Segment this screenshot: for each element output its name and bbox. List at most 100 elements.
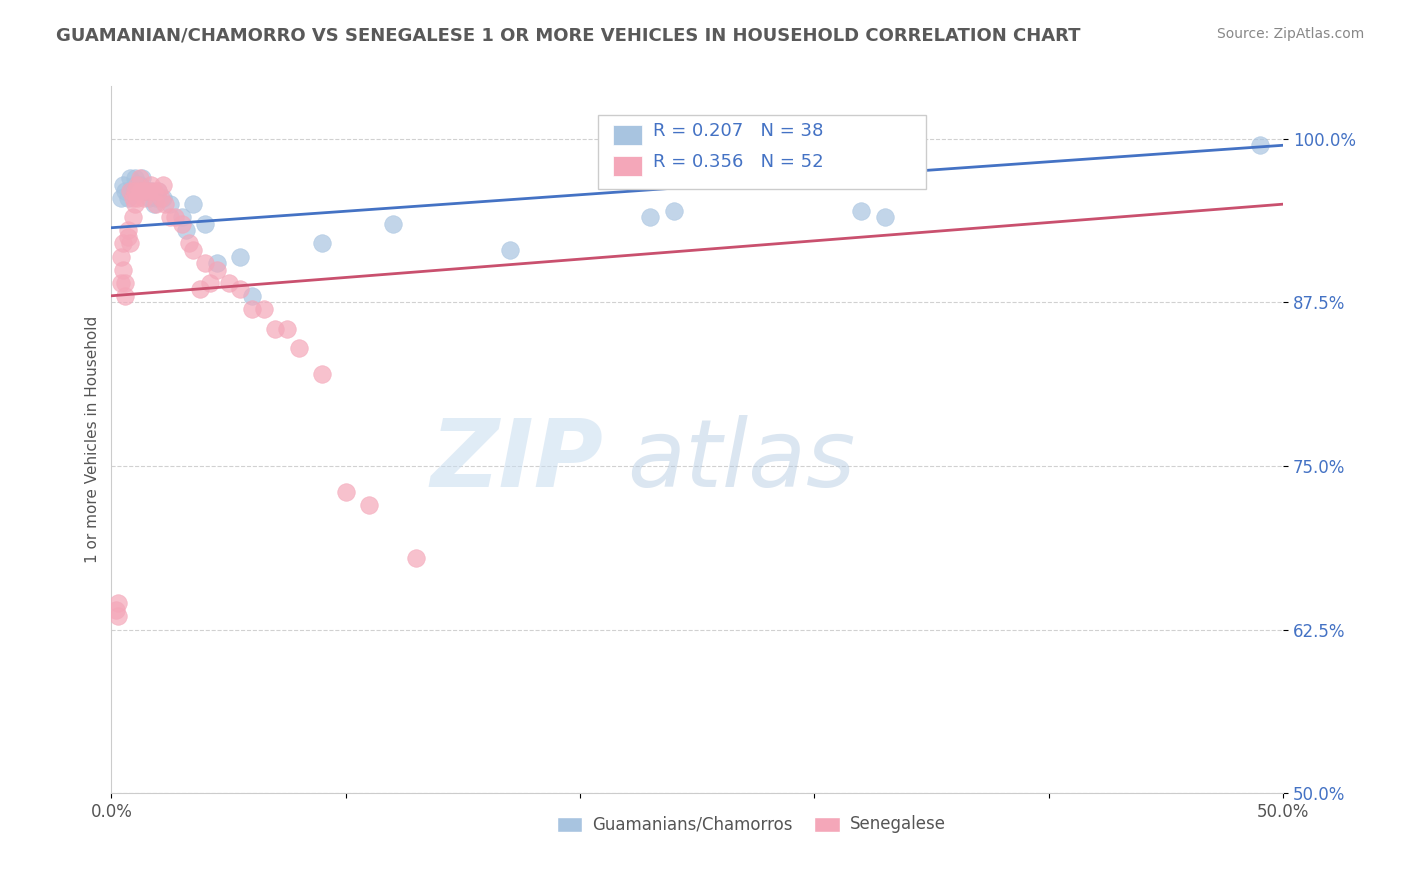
Point (145, 197, 167, 211)
Point (128, 178, 150, 192)
Point (120, 236, 142, 251)
Point (264, 321, 287, 335)
Point (177, 236, 200, 251)
Text: Senegalese: Senegalese (849, 815, 946, 833)
Point (128, 171, 150, 186)
Point (120, 184, 142, 198)
Point (198, 276, 221, 290)
Point (114, 289, 136, 303)
Point (121, 184, 143, 198)
Point (170, 217, 193, 231)
Point (152, 178, 174, 192)
FancyBboxPatch shape (814, 816, 841, 832)
Point (176, 223, 198, 237)
Point (127, 184, 149, 198)
Point (159, 197, 181, 211)
Point (117, 191, 139, 205)
Y-axis label: 1 or more Vehicles in Household: 1 or more Vehicles in Household (86, 316, 100, 564)
Point (149, 191, 172, 205)
Text: Source: ZipAtlas.com: Source: ZipAtlas.com (1216, 27, 1364, 41)
Text: Guamanians/Chamorros: Guamanians/Chamorros (592, 815, 793, 833)
Point (163, 211, 186, 225)
Point (499, 243, 522, 257)
Point (128, 184, 150, 198)
Point (117, 223, 139, 237)
Point (218, 276, 240, 290)
Point (135, 184, 157, 198)
Point (124, 197, 146, 211)
Point (110, 191, 132, 205)
Point (121, 191, 143, 205)
Point (105, 603, 128, 617)
Point (114, 276, 136, 290)
Point (107, 596, 129, 610)
Point (128, 184, 150, 198)
Point (121, 211, 143, 225)
Point (127, 178, 149, 192)
Point (110, 276, 132, 290)
FancyBboxPatch shape (557, 816, 582, 832)
Point (359, 498, 381, 512)
Point (112, 178, 135, 192)
Point (134, 191, 156, 205)
Point (131, 171, 153, 186)
Point (205, 262, 228, 277)
Text: atlas: atlas (627, 416, 855, 507)
Point (141, 184, 163, 198)
Point (120, 184, 142, 198)
Point (112, 262, 135, 277)
Point (110, 250, 132, 264)
Point (405, 550, 427, 565)
Point (240, 289, 263, 303)
Point (124, 178, 146, 192)
Point (253, 301, 276, 316)
Point (135, 184, 157, 198)
Text: R = 0.356   N = 52: R = 0.356 N = 52 (652, 153, 824, 171)
Point (141, 178, 163, 192)
Point (662, 203, 685, 218)
Point (159, 211, 181, 225)
Point (335, 485, 357, 500)
Point (194, 217, 217, 231)
Point (112, 236, 135, 251)
Text: ZIP: ZIP (430, 415, 603, 507)
Point (190, 282, 212, 296)
Point (120, 171, 142, 186)
Point (142, 184, 165, 198)
Point (114, 184, 136, 198)
Point (127, 191, 149, 205)
Point (148, 184, 170, 198)
Point (311, 236, 333, 251)
Point (311, 368, 333, 382)
Point (205, 256, 228, 270)
Point (138, 184, 160, 198)
Point (183, 243, 205, 257)
Point (107, 609, 129, 624)
Point (170, 211, 193, 225)
FancyBboxPatch shape (598, 115, 925, 189)
Point (155, 197, 177, 211)
FancyBboxPatch shape (613, 156, 643, 176)
Point (183, 197, 205, 211)
Text: GUAMANIAN/CHAMORRO VS SENEGALESE 1 OR MORE VEHICLES IN HOUSEHOLD CORRELATION CHA: GUAMANIAN/CHAMORRO VS SENEGALESE 1 OR MO… (56, 27, 1081, 45)
Text: R = 0.207   N = 38: R = 0.207 N = 38 (652, 122, 823, 140)
FancyBboxPatch shape (613, 125, 643, 145)
Point (131, 184, 153, 198)
Point (134, 184, 156, 198)
Point (873, 211, 896, 225)
Point (229, 282, 252, 296)
Point (229, 250, 252, 264)
Point (152, 191, 174, 205)
Point (117, 230, 139, 244)
Point (145, 191, 167, 205)
Point (194, 256, 217, 270)
Point (1249, 138, 1271, 153)
Point (127, 178, 149, 192)
Point (288, 341, 311, 355)
Point (240, 301, 263, 316)
Point (142, 197, 165, 211)
Point (640, 211, 662, 225)
Point (276, 321, 298, 335)
Point (138, 191, 160, 205)
Point (124, 171, 146, 186)
